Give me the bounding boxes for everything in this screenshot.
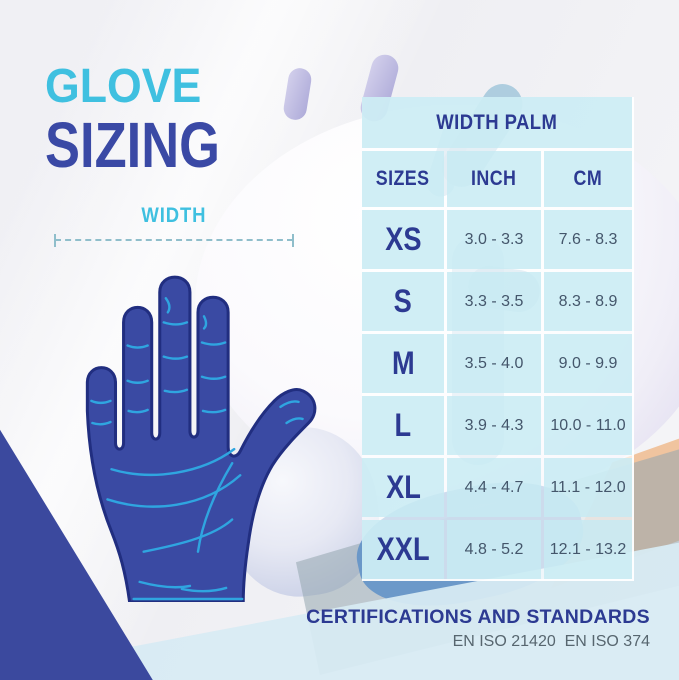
- title-line-sizing: SIZING: [45, 108, 220, 181]
- inch-cell: 3.3 - 3.5: [447, 272, 541, 331]
- certifications-block: CERTIFICATIONS AND STANDARDS EN ISO 2142…: [306, 606, 650, 651]
- width-dashed-line: [54, 234, 294, 247]
- size-cell: S: [362, 272, 444, 331]
- size-cell: M: [362, 334, 444, 393]
- table-span-header: WIDTH PALM: [362, 97, 632, 148]
- cm-cell: 12.1 - 13.2: [544, 520, 632, 579]
- page-title: GLOVE SIZING: [45, 62, 258, 178]
- certifications-standards: EN ISO 21420 EN ISO 374: [452, 633, 650, 650]
- cm-cell: 7.6 - 8.3: [544, 210, 632, 269]
- cm-cell: 8.3 - 8.9: [544, 272, 632, 331]
- cm-cell: 10.0 - 11.0: [544, 396, 632, 455]
- size-cell: XS: [362, 210, 444, 269]
- inch-cell: 3.9 - 4.3: [447, 396, 541, 455]
- hand-palm-icon: [85, 275, 317, 604]
- column-header-sizes: SIZES: [362, 151, 444, 207]
- size-cell: L: [362, 396, 444, 455]
- width-measure: WIDTH: [54, 204, 294, 247]
- title-line-glove: GLOVE: [45, 60, 202, 113]
- hand-palm-illustration: [78, 250, 326, 604]
- certifications-title: CERTIFICATIONS AND STANDARDS: [306, 606, 650, 628]
- column-header-inch: INCH: [447, 151, 541, 207]
- size-cell: XXL: [362, 520, 444, 579]
- width-label: WIDTH: [141, 204, 207, 227]
- cm-cell: 9.0 - 9.9: [544, 334, 632, 393]
- inch-cell: 3.0 - 3.3: [447, 210, 541, 269]
- inch-cell: 3.5 - 4.0: [447, 334, 541, 393]
- cm-cell: 11.1 - 12.0: [544, 458, 632, 517]
- column-header-cm: CM: [544, 151, 632, 207]
- size-cell: XL: [362, 458, 444, 517]
- inch-cell: 4.4 - 4.7: [447, 458, 541, 517]
- inch-cell: 4.8 - 5.2: [447, 520, 541, 579]
- sizing-table: WIDTH PALM SIZES INCH CM XS 3.0 - 3.3 7.…: [362, 97, 634, 581]
